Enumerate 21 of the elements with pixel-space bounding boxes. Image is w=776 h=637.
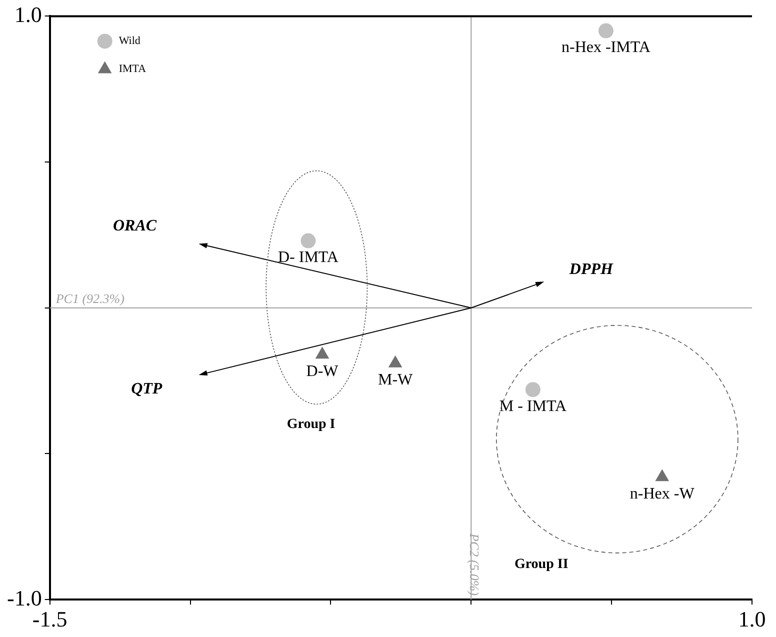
point — [656, 470, 669, 482]
ref-line-label: PC2 (5.0%) — [467, 532, 482, 596]
data-label: M-W — [378, 372, 414, 389]
point — [598, 23, 614, 38]
point — [525, 382, 540, 398]
legend-label: IMTA — [118, 63, 146, 76]
data-label: n-Hex -IMTA — [561, 38, 651, 56]
data-label: n-Hex -W — [630, 485, 696, 502]
data-label: M - IMTA — [499, 398, 567, 415]
annotation: Group I — [286, 417, 336, 432]
point — [388, 356, 402, 368]
data-label: D- IMTA — [278, 249, 339, 266]
data-label: D-W — [306, 362, 340, 380]
annotation: Group II — [514, 557, 568, 572]
point — [316, 347, 329, 359]
annotation: DPPH — [568, 261, 614, 278]
annotation: ORAC — [112, 217, 157, 234]
legend-label: Wild — [118, 35, 141, 48]
annotation: QTP — [131, 380, 162, 398]
ref-line-label: PC1 (92.3%) — [54, 290, 124, 306]
point — [300, 233, 316, 248]
